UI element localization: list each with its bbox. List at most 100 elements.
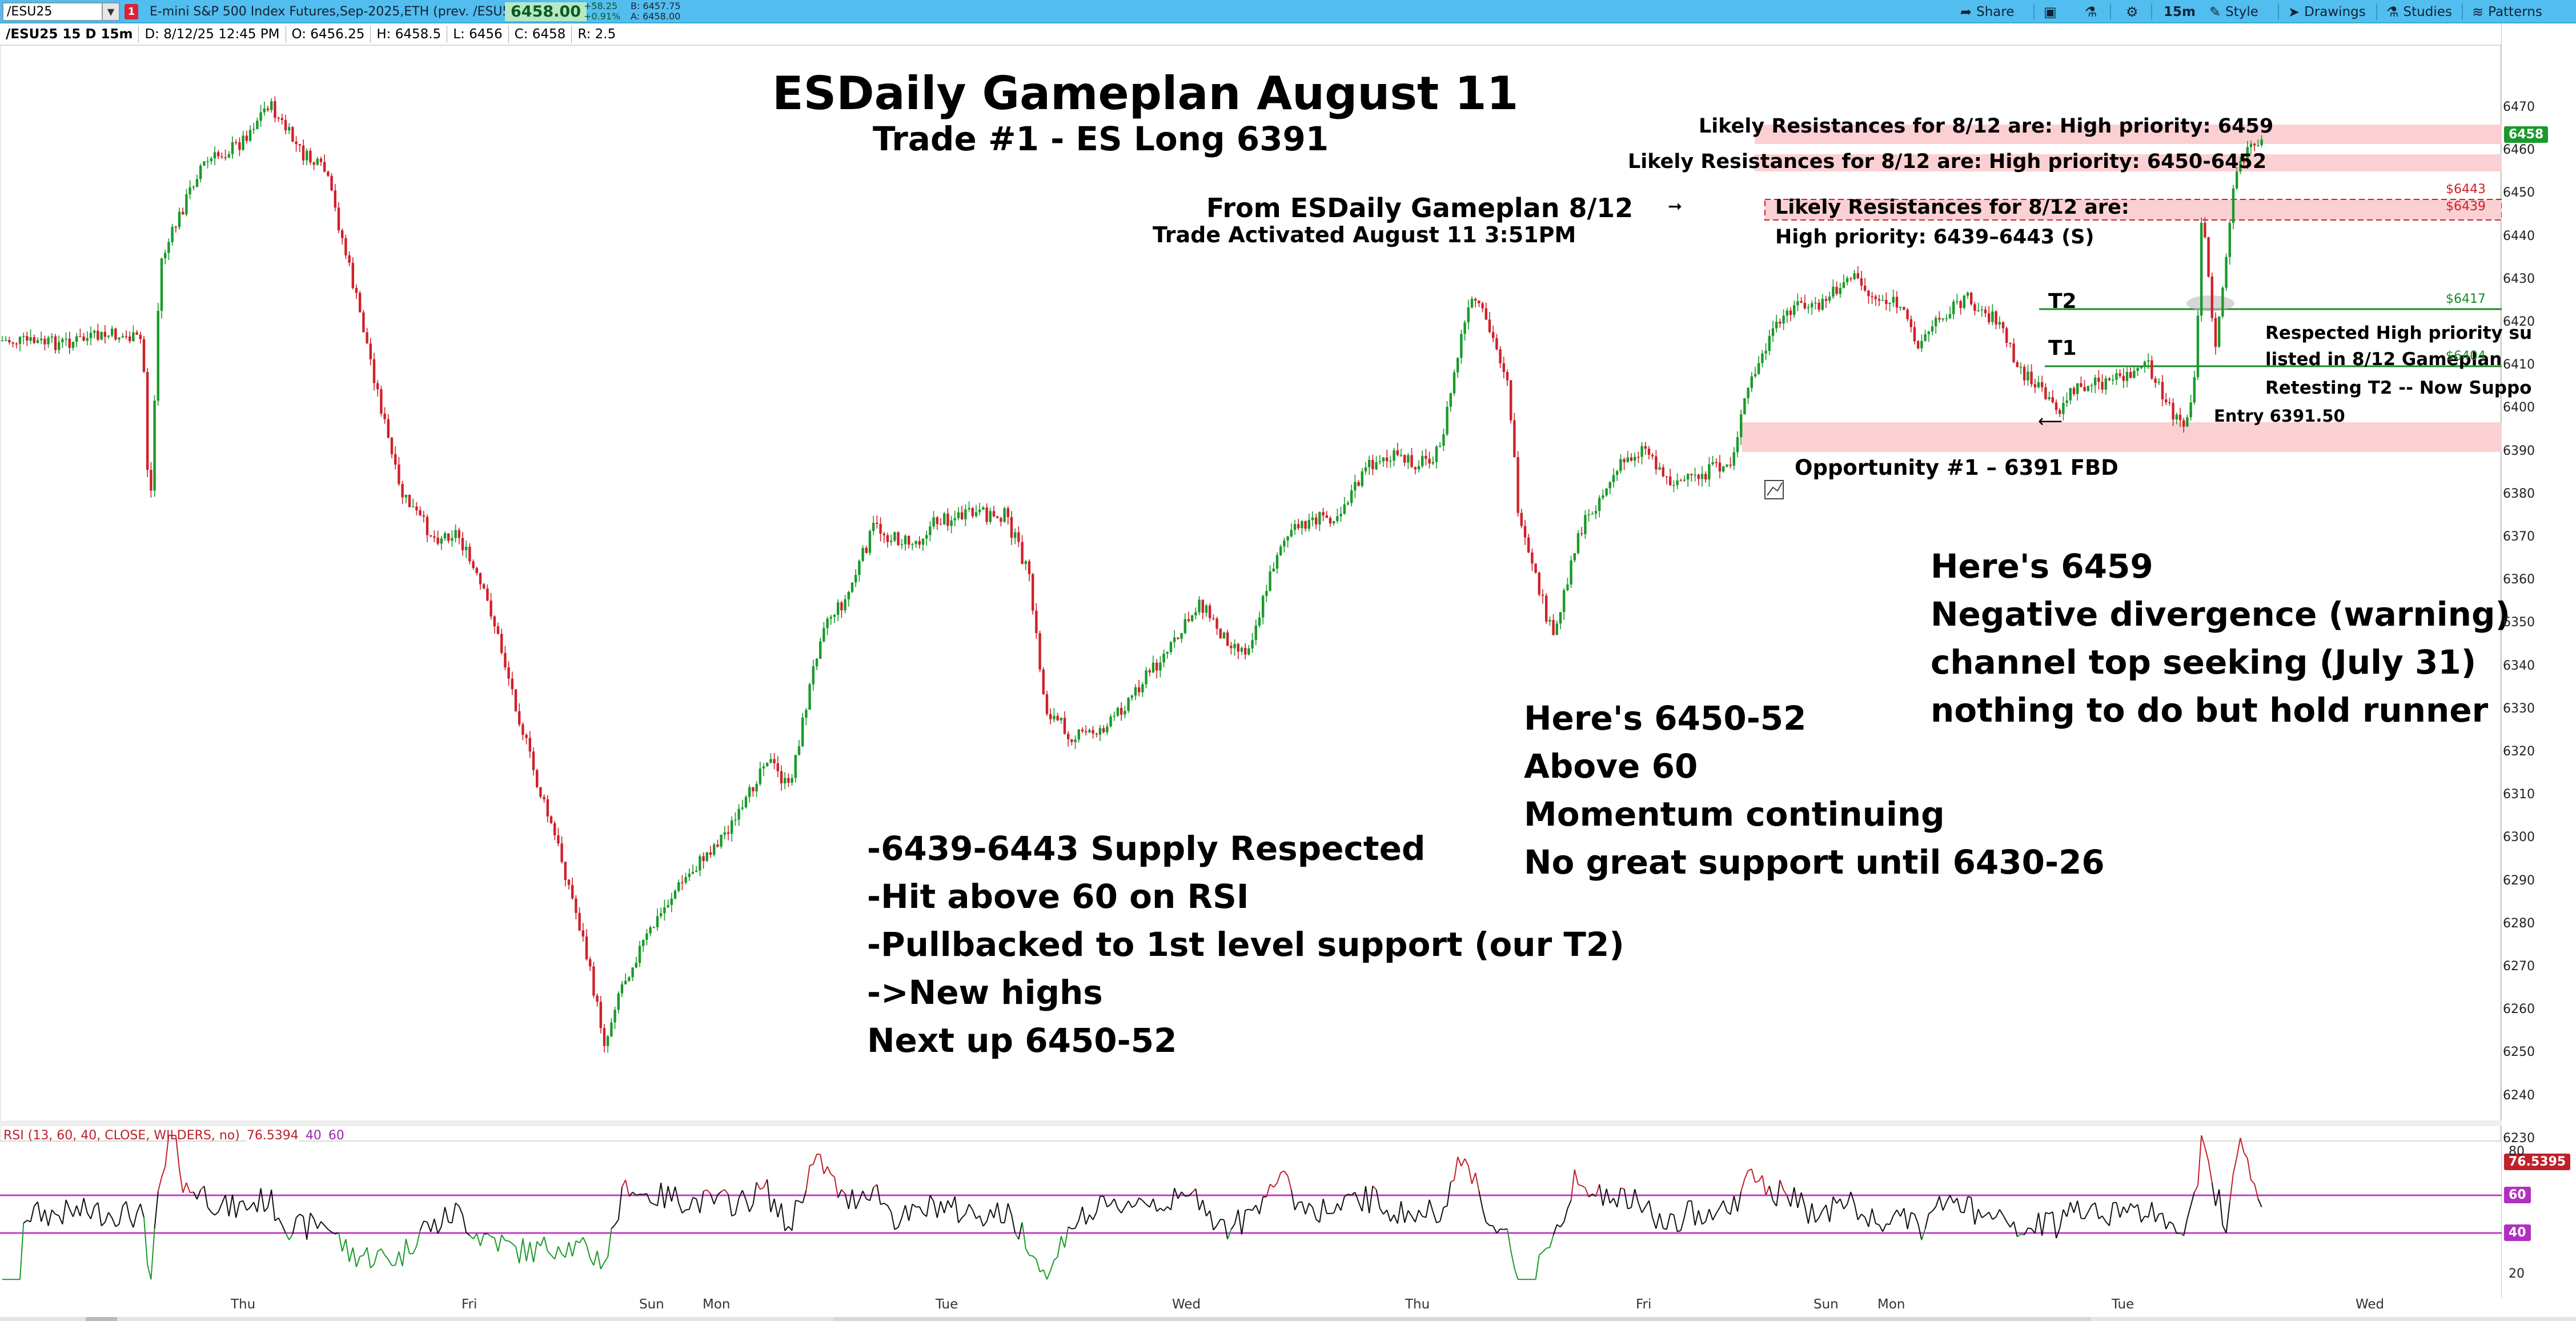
candle-body (1191, 615, 1194, 622)
rsi-segment (866, 1198, 870, 1202)
candle-body (1346, 503, 1350, 505)
candle-body (964, 509, 967, 519)
candle-body (2118, 373, 2121, 376)
scrollbar-thumb-left[interactable] (86, 1317, 117, 1321)
drawings-button[interactable]: ➤ Drawings (2282, 0, 2372, 23)
rsi-segment (62, 1199, 67, 1224)
candle-body (1470, 299, 1474, 308)
rsi-segment (2133, 1204, 2138, 1208)
candle-body (1640, 446, 1643, 457)
rsi-segment (1429, 1199, 1434, 1212)
snapshot-button[interactable]: ▣ (2038, 0, 2063, 23)
candle-body (1056, 715, 1059, 720)
rsi-segment (607, 1228, 612, 1257)
candle-body (1846, 278, 1849, 282)
candle-body (1580, 533, 1583, 534)
time-axis-label: Thu (1405, 1297, 1430, 1312)
rsi-segment (1322, 1198, 1327, 1214)
candle-body (1449, 393, 1452, 407)
time-axis-label: Mon (1877, 1297, 1905, 1312)
candle-body (1750, 376, 1753, 389)
settings-button[interactable]: ⚙ (2120, 0, 2144, 23)
rsi-segment (1715, 1207, 1720, 1214)
level-label-6417: $6417 (2446, 292, 2486, 306)
candle-body (1655, 456, 1658, 470)
rsi-segment (440, 1207, 446, 1227)
rsi-segment (781, 1203, 786, 1231)
rsi-segment (1921, 1228, 1926, 1240)
candle-body (596, 995, 599, 1002)
candle-body (355, 287, 358, 293)
rsi-segment (1702, 1221, 1706, 1225)
price-chart-canvas[interactable]: ➞ ⟵ (0, 23, 2502, 1298)
rsi-segment (1266, 1184, 1271, 1197)
rsi-segment (947, 1200, 952, 1208)
candle-body (681, 882, 684, 883)
rsi-study-label: RSI (13, 60, 40, CLOSE, WILDERS, no) (3, 1128, 240, 1143)
rsi-segment (912, 1203, 917, 1208)
rsi-segment (724, 1189, 729, 1195)
rsi-segment (1365, 1186, 1370, 1214)
candle-body (129, 336, 131, 342)
rsi-segment (1552, 1224, 1558, 1236)
patterns-button[interactable]: ≋ Patterns (2466, 0, 2548, 23)
rsi-segment (419, 1220, 424, 1231)
candle-body (734, 819, 737, 821)
rsi-segment (551, 1255, 555, 1260)
rsi-segment (2172, 1224, 2177, 1234)
rsi-segment (1042, 1270, 1048, 1280)
rsi-segment (458, 1206, 463, 1215)
info-high: H: 6458.5 (371, 26, 448, 43)
chart-area[interactable]: ➞ ⟵ /ESU25 15 D 15m D: 8/12/25 12:45 PM … (0, 23, 2576, 1321)
rsi-segment (547, 1251, 552, 1256)
style-button[interactable]: ✎ Style (2204, 0, 2264, 23)
candle-body (1053, 715, 1056, 719)
rsi-segment (1907, 1212, 1912, 1230)
share-button[interactable]: ➦ Share (1955, 0, 2020, 23)
candle-body (1980, 309, 1983, 311)
candle-body (79, 336, 82, 337)
candle-body (93, 330, 96, 333)
rsi-segment (2063, 1209, 2068, 1217)
rsi-current-value: 76.5394 (246, 1128, 299, 1143)
candle-body (2030, 371, 2033, 385)
rsi-segment (1730, 1195, 1735, 1215)
candle-body (1389, 461, 1392, 462)
candle-body (1824, 299, 1828, 301)
scrollbar-thumb[interactable] (834, 1317, 2091, 1321)
candle-body (496, 626, 500, 634)
link-group-badge[interactable]: 1 (125, 4, 138, 19)
candle-body (929, 526, 932, 535)
commentary-line: Here's 6450-52 (1524, 699, 1807, 738)
candle-body (918, 541, 921, 545)
resistance-label-6459: Likely Resistances for 8/12 are: High pr… (1699, 115, 2274, 138)
candle-body (2260, 139, 2263, 146)
candle-body (882, 534, 885, 535)
timeframe-button[interactable]: 15m (2158, 0, 2201, 23)
rsi-segment (327, 1228, 332, 1233)
chevron-down-icon[interactable]: ▼ (102, 3, 119, 20)
candle-body (1909, 319, 1912, 327)
rsi-study-header[interactable]: RSI (13, 60, 40, CLOSE, WILDERS, no) 76.… (3, 1126, 344, 1144)
candle-body (797, 746, 801, 755)
candle-body (1318, 512, 1321, 525)
rsi-segment (2020, 1233, 2025, 1236)
rsi-segment (1655, 1213, 1660, 1229)
candle-body (316, 158, 319, 165)
rsi-segment (1684, 1201, 1689, 1218)
info-range: R: 2.5 (577, 27, 616, 42)
resistance-zone-6459 (1755, 125, 2502, 144)
candle-body (100, 331, 103, 340)
drawings-label: Drawings (2304, 4, 2366, 19)
symbol-input[interactable]: /ESU25 ▼ (2, 2, 120, 21)
rsi-segment (1333, 1203, 1338, 1214)
flask-button[interactable]: ⚗ (2079, 0, 2103, 23)
rsi-segment (402, 1239, 407, 1267)
rsi-segment (253, 1202, 258, 1212)
rsi-segment (1945, 1195, 1951, 1203)
time-axis-label: Fri (462, 1297, 478, 1312)
candle-body (1591, 514, 1594, 515)
rsi-segment (979, 1215, 984, 1227)
studies-button[interactable]: ⚗ Studies (2381, 0, 2458, 23)
